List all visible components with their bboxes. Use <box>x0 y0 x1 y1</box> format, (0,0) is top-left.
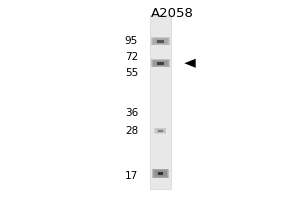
Bar <box>158 130 163 132</box>
Bar <box>150 15 171 189</box>
Polygon shape <box>184 59 196 68</box>
Bar <box>153 38 168 44</box>
Text: 28: 28 <box>125 126 138 136</box>
Bar <box>158 130 163 132</box>
Bar <box>158 172 164 175</box>
Bar <box>157 40 164 43</box>
Bar <box>152 60 169 67</box>
Bar <box>158 62 163 64</box>
Bar <box>158 40 163 42</box>
Bar <box>157 40 164 43</box>
Bar <box>154 61 166 66</box>
Bar <box>158 172 163 175</box>
Text: 17: 17 <box>125 171 138 181</box>
Bar <box>159 63 162 64</box>
Bar <box>151 37 170 45</box>
Text: 36: 36 <box>125 108 138 118</box>
Bar <box>158 129 164 132</box>
Bar <box>156 61 165 65</box>
Bar <box>153 60 168 66</box>
Text: 55: 55 <box>125 68 138 78</box>
Text: 95: 95 <box>125 36 138 46</box>
Bar <box>154 170 167 177</box>
Bar <box>154 39 166 44</box>
Bar <box>152 169 169 178</box>
Bar <box>152 38 169 45</box>
Text: A2058: A2058 <box>151 7 194 20</box>
Bar <box>157 129 164 133</box>
Text: 72: 72 <box>125 52 138 62</box>
Bar <box>159 41 162 42</box>
Bar <box>155 128 166 133</box>
Bar <box>157 62 164 65</box>
Bar <box>153 169 168 178</box>
Bar <box>151 59 170 67</box>
Bar <box>157 62 164 65</box>
Bar <box>160 130 161 131</box>
Bar <box>156 129 165 133</box>
Bar <box>156 171 165 176</box>
Bar <box>154 128 166 134</box>
Bar <box>156 39 165 43</box>
Bar <box>159 130 162 131</box>
Bar <box>158 172 163 175</box>
Bar <box>159 173 161 174</box>
Bar <box>155 171 166 176</box>
